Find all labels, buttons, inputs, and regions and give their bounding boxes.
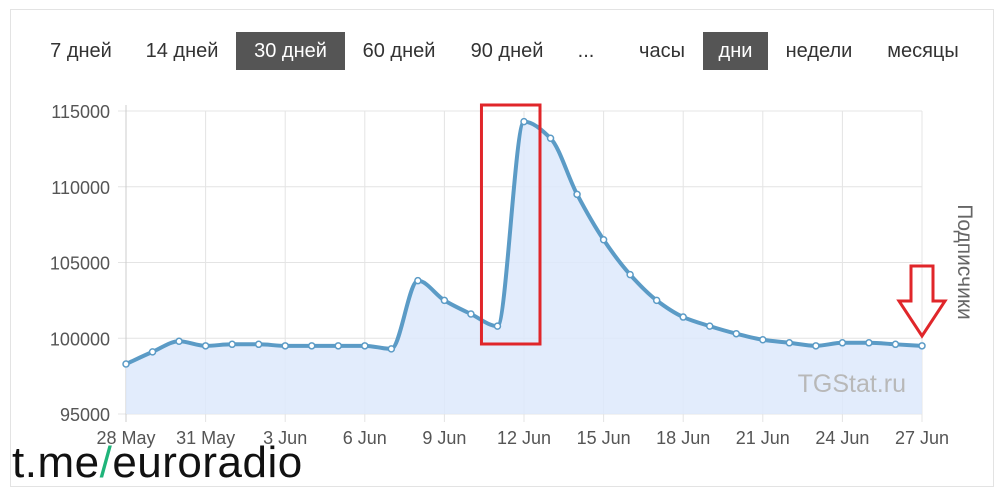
data-point: [918, 342, 926, 350]
data-point: [759, 336, 767, 344]
data-point: [599, 236, 608, 244]
brand-prefix: t.me: [12, 438, 100, 487]
y-tick-label: 115000: [51, 102, 110, 122]
data-point: [652, 296, 661, 305]
data-point: [148, 348, 157, 356]
x-tick-label: 28 May: [96, 428, 155, 448]
data-point: [838, 339, 847, 347]
tgstat-watermark: TGStat.ru: [798, 370, 906, 398]
range-14-days-button[interactable]: 14 дней: [145, 40, 219, 62]
subscribers-area: [126, 121, 922, 414]
data-point: [812, 342, 820, 350]
data-point: [732, 329, 741, 338]
range-30-days-button[interactable]: 30 дней: [236, 32, 345, 70]
data-point: [387, 345, 396, 353]
range-7-days-button[interactable]: 7 дней: [50, 40, 112, 62]
range-toolbar: 7 дней 14 дней 30 дней 60 дней 90 дней .…: [0, 32, 1007, 72]
data-point: [307, 342, 316, 350]
data-point: [281, 342, 289, 350]
data-point: [201, 342, 210, 350]
x-tick-label: 31 May: [176, 428, 235, 448]
data-points: [122, 117, 926, 368]
x-tick-label: 6 Jun: [343, 428, 387, 448]
channel-brand: t.me/euroradio: [12, 438, 303, 488]
brand-slash: /: [99, 438, 113, 487]
data-point: [891, 340, 900, 349]
data-point: [493, 322, 502, 330]
data-point: [122, 360, 130, 368]
range-more-button[interactable]: ...: [577, 40, 595, 62]
y-tick-label: 100000: [50, 329, 110, 349]
data-point: [679, 313, 687, 321]
data-point: [175, 337, 183, 346]
granularity-hours-button[interactable]: часы: [639, 40, 685, 62]
data-point: [520, 117, 528, 126]
data-point: [785, 339, 794, 347]
x-tick-label: 9 Jun: [422, 428, 466, 448]
data-point: [440, 296, 449, 305]
x-tick-label: 15 Jun: [577, 428, 631, 448]
x-axis-ticks: 28 May 31 May 3 Jun 6 Jun 9 Jun 12 Jun 15 Jun 1…: [96, 428, 949, 448]
data-point: [705, 322, 714, 330]
y-tick-label: 105000: [50, 254, 110, 274]
data-point: [254, 340, 263, 349]
x-tick-label: 27 Jun: [895, 428, 949, 448]
data-point: [467, 310, 475, 318]
data-point: [414, 276, 422, 285]
range-90-days-button[interactable]: 90 дней: [470, 40, 544, 62]
x-tick-label: 12 Jun: [497, 428, 551, 448]
data-point: [573, 190, 581, 199]
data-point: [228, 340, 236, 349]
x-tick-label: 18 Jun: [656, 428, 710, 448]
granularity-days-button[interactable]: дни: [703, 32, 768, 70]
data-point: [865, 339, 873, 347]
y-tick-label: 110000: [51, 178, 110, 198]
data-point: [361, 342, 369, 350]
x-tick-label: 3 Jun: [263, 428, 307, 448]
data-point: [546, 134, 555, 143]
y-axis-ticks: 95000 100000 105000 110000 115000: [50, 102, 110, 425]
range-60-days-button[interactable]: 60 дней: [362, 40, 436, 62]
y-tick-label: 95000: [60, 405, 110, 425]
brand-name: euroradio: [112, 438, 303, 487]
data-point: [334, 342, 343, 350]
down-arrow-annotation: [896, 264, 948, 339]
x-tick-label: 21 Jun: [736, 428, 790, 448]
granularity-weeks-button[interactable]: недели: [785, 40, 853, 62]
highlight-box: [479, 103, 542, 346]
y-axis-label: Подписчики: [953, 204, 976, 320]
data-point: [626, 270, 634, 279]
x-tick-label: 24 Jun: [815, 428, 869, 448]
granularity-months-button[interactable]: месяцы: [887, 40, 959, 62]
